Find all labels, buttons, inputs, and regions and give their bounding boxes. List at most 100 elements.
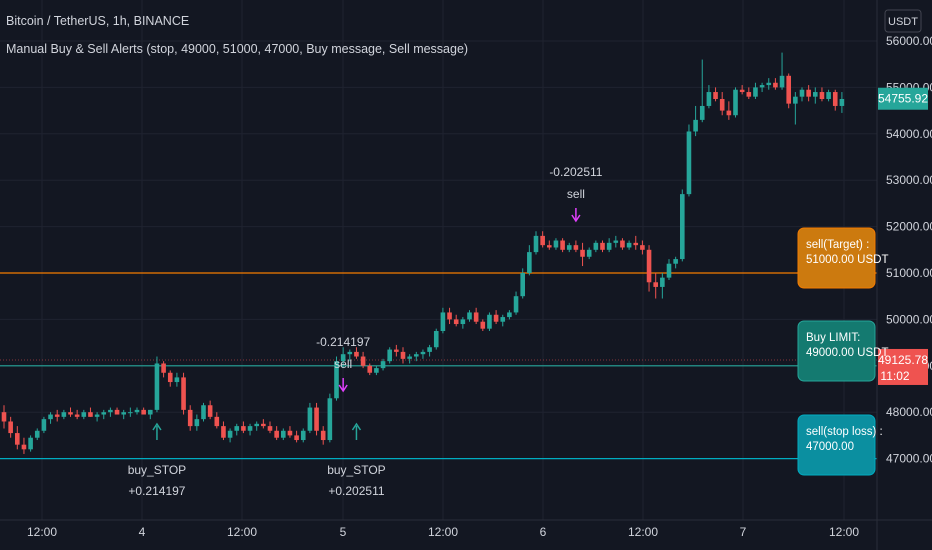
buy-marker-amount: +0.214197 <box>128 484 185 498</box>
candle-body <box>766 82 772 86</box>
candle-body <box>593 242 599 250</box>
candle-body <box>114 409 120 415</box>
candle-body <box>1 412 7 422</box>
candle <box>453 314 459 327</box>
candle <box>201 402 206 422</box>
sell-marker-label: sell <box>334 357 352 371</box>
current-price-badge <box>878 348 928 385</box>
y-tick-label: 48000.00 <box>886 405 932 419</box>
candle <box>480 319 486 331</box>
candle <box>267 421 273 434</box>
candle-body <box>148 409 153 415</box>
candle <box>314 402 319 436</box>
target-label: sell(Target) : 51000.00 USDT <box>797 227 888 289</box>
candle <box>773 78 778 90</box>
x-tick-label: 12:00 <box>628 525 658 539</box>
candle-body <box>234 426 240 431</box>
candle <box>566 242 572 253</box>
candle-body <box>646 249 652 283</box>
candle-body <box>633 242 639 246</box>
candle-body <box>773 82 778 88</box>
target-label-box <box>797 227 876 289</box>
candle-body <box>566 245 572 250</box>
buy-arrow-head <box>152 422 162 431</box>
candle-body <box>520 273 525 297</box>
buy-arrow-head <box>351 422 362 431</box>
candle <box>427 344 432 357</box>
candle <box>121 409 126 420</box>
candle <box>15 426 20 450</box>
candle <box>473 307 479 325</box>
candle <box>693 105 698 137</box>
candle <box>746 87 752 99</box>
sell-arrow-head <box>338 384 348 393</box>
candle <box>367 363 373 376</box>
candle <box>54 409 60 422</box>
candle <box>287 426 293 438</box>
candle-body <box>806 89 811 97</box>
candle <box>553 238 559 250</box>
candle-body <box>673 259 678 264</box>
current-price-text: 49125.78 <box>878 353 928 367</box>
candle <box>227 428 233 443</box>
candle-body <box>447 312 452 320</box>
candle <box>713 87 718 102</box>
candle-body <box>327 398 333 441</box>
candle <box>527 245 532 276</box>
candle <box>493 310 499 325</box>
candle <box>560 238 565 253</box>
candle-body <box>21 444 27 450</box>
candle <box>88 407 93 417</box>
candle-body <box>819 92 825 99</box>
candle <box>686 124 692 197</box>
trade-markers: buy_STOP +0.214197 -0.214197 sell buy_STOP +0… <box>128 165 603 498</box>
candle <box>141 407 146 415</box>
currency-button[interactable] <box>884 9 922 33</box>
candle-body <box>254 423 259 427</box>
candle-body <box>813 92 818 97</box>
candle <box>8 416 13 438</box>
candle <box>759 82 765 93</box>
candle <box>573 240 579 253</box>
candle <box>719 92 725 116</box>
candle <box>354 347 359 359</box>
candle <box>407 354 412 364</box>
y-tick-label: 53000.00 <box>886 173 932 187</box>
candle <box>832 89 838 111</box>
candle-body <box>440 312 446 331</box>
candle <box>148 409 153 420</box>
buy-limit-label-box <box>797 320 876 382</box>
candle <box>207 400 213 420</box>
time-axis[interactable]: 12:00 4 12:00 5 12:00 6 12:00 7 12:00 <box>0 519 932 539</box>
candle-body <box>613 240 619 243</box>
candle-body <box>693 119 698 132</box>
candle-body <box>420 351 426 355</box>
candle <box>606 238 612 253</box>
x-tick-label: 12:00 <box>227 525 257 539</box>
candle-body <box>41 419 47 431</box>
candle-body <box>746 92 752 97</box>
candle <box>819 87 825 102</box>
candle <box>294 430 299 443</box>
candles-group <box>1 52 845 454</box>
candle <box>327 393 333 443</box>
candle-body <box>600 242 605 250</box>
candle <box>34 428 40 441</box>
candle-body <box>573 245 579 250</box>
candle-body <box>540 235 545 246</box>
candle <box>347 349 353 362</box>
price-axis[interactable]: 56000.0055000.0054000.0053000.0052000.00… <box>876 0 932 550</box>
candle <box>41 416 47 434</box>
sell-arrow-head <box>571 214 581 223</box>
candle-body <box>433 331 439 348</box>
candle <box>547 240 552 250</box>
currency-button-label: USDT <box>888 16 918 28</box>
candle-body <box>753 87 758 97</box>
candle <box>394 344 399 357</box>
stop-loss-label-line: 47000.00 <box>806 441 854 453</box>
candle-body <box>287 430 293 436</box>
candle-body <box>294 435 299 441</box>
candle-body <box>347 351 353 355</box>
candle-body <box>394 349 399 352</box>
